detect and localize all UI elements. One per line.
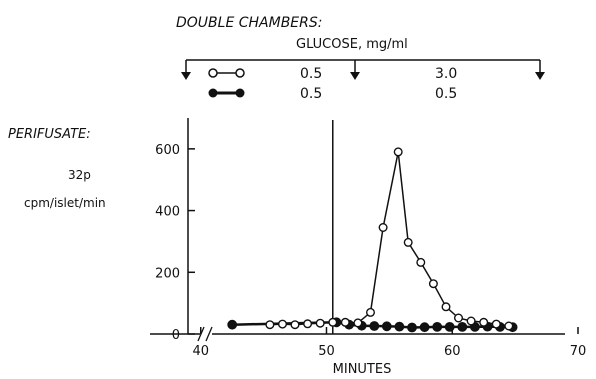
filled-circle-point [457,321,468,332]
open-circle-point [479,317,489,327]
x-tick-label: 70 [570,344,587,359]
y-tick-label: 0 [172,328,180,343]
legend-filled-before-value: 0.5 [300,86,322,102]
open-circle-point [303,319,313,329]
open-circle-point [353,318,363,328]
filled-circle-point [369,321,380,331]
y-tick-label: 400 [155,205,180,220]
legend-row-filled: 0.5 0.5 [208,86,457,102]
y-ticks: 0 200 400 600 [155,143,195,343]
legend-open-circle-marker [208,68,218,78]
legend-row-open: 0.5 3.0 [208,66,457,82]
filled-circle-point [394,321,405,332]
open-circle-point [378,222,388,232]
legend-open-before-value: 0.5 [300,66,322,82]
x-tick-label: 50 [318,344,335,359]
open-circle-point [416,257,426,267]
perifusate-label: PERIFUSATE: [8,127,91,142]
open-circle-point [265,320,275,330]
y-tick-label: 200 [155,266,180,281]
filled-circle-point [432,321,443,332]
open-circle-point [315,318,325,328]
open-circle-point [466,316,476,326]
filled-circle-point [381,321,392,332]
open-circle-point [491,319,501,329]
open-circle-point [328,317,338,327]
open-circle-point [441,302,451,312]
legend-filled-circle-marker [235,88,245,98]
arrowhead-middle [350,72,360,80]
ylabel-units: cpm/islet/min [24,196,106,210]
filled-circle-point [419,322,430,333]
series-open-line [269,151,509,327]
series-layer [227,147,518,333]
arrowhead-right [535,72,545,80]
glucose-label: GLUCOSE, mg/ml [296,37,408,52]
open-circle-point [366,307,376,317]
bracket-arrowheads [181,72,545,80]
ylabel-isotope: 32p [68,168,91,182]
x-tick-label: 40 [192,344,209,359]
filled-circle-point [227,319,238,330]
x-ticks: 40 50 60 70 [192,327,586,359]
filled-circle-point [444,321,455,332]
legend-filled-circle-marker [208,88,218,98]
open-circle-point [393,147,403,157]
legend-filled-after-value: 0.5 [435,86,457,102]
y-tick-label: 600 [155,143,180,158]
open-circle-point [454,313,464,323]
open-circle-point [278,319,288,329]
filled-circle-point [407,322,417,333]
open-circle-point [340,317,350,327]
x-tick-label: 60 [444,344,461,359]
legend-open-circle-marker [235,68,245,78]
x-axis-label: MINUTES [333,362,392,377]
open-circle-point [504,321,514,331]
arrowhead-left [181,72,191,80]
open-circle-point [290,320,300,330]
open-circle-point [428,279,438,289]
open-circle-point [403,237,413,247]
double-chambers-title: DOUBLE CHAMBERS: [176,15,323,31]
legend-open-after-value: 3.0 [435,66,457,82]
axes [150,118,565,335]
